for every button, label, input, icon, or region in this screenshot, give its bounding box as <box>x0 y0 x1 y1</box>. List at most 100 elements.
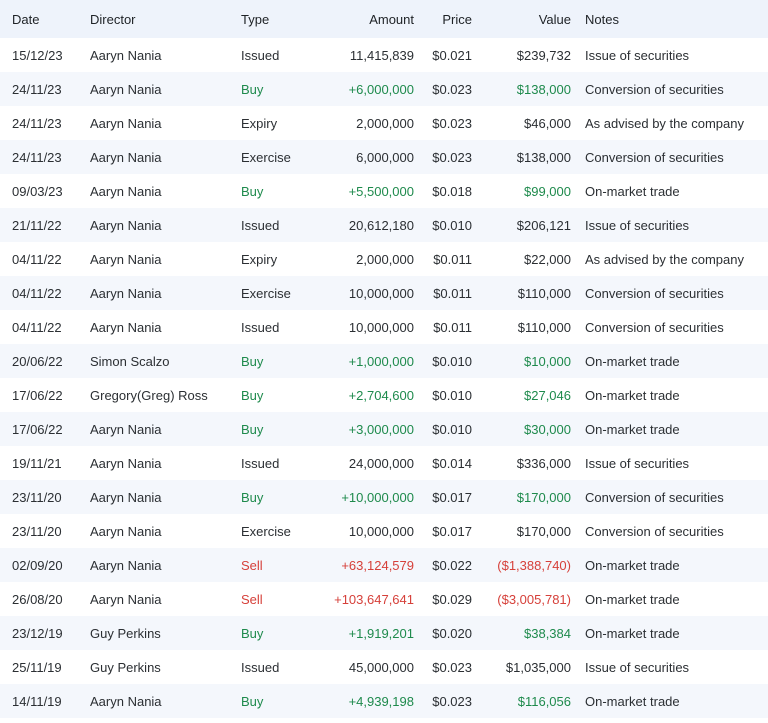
cell-date: 09/03/23 <box>12 183 63 199</box>
cell-value: $22,000 <box>524 251 571 267</box>
cell-director: Aaryn Nania <box>90 285 162 301</box>
cell-amount: +3,000,000 <box>348 421 414 437</box>
cell-notes: As advised by the company <box>585 115 744 131</box>
cell-type: Issued <box>241 455 280 471</box>
cell-type: Issued <box>241 47 280 63</box>
header-date[interactable]: Date <box>12 11 40 27</box>
table-header: Date Director Type Amount Price Value No… <box>0 0 768 38</box>
cell-price: $0.022 <box>432 557 472 573</box>
cell-value: $27,046 <box>524 387 571 403</box>
cell-date: 23/11/20 <box>12 523 62 539</box>
header-director[interactable]: Director <box>90 11 136 27</box>
cell-value: $138,000 <box>516 81 571 97</box>
cell-value: $110,000 <box>517 319 571 335</box>
cell-price: $0.023 <box>432 81 472 97</box>
cell-type: Exercise <box>241 285 291 301</box>
cell-value: $46,000 <box>524 115 571 131</box>
cell-value: $170,000 <box>516 523 571 539</box>
cell-price: $0.011 <box>433 319 472 335</box>
cell-director: Aaryn Nania <box>90 455 162 471</box>
cell-type: Expiry <box>241 115 278 131</box>
cell-notes: Issue of securities <box>585 455 690 471</box>
cell-notes: Conversion of securities <box>585 285 724 301</box>
cell-notes: On-market trade <box>585 353 680 369</box>
cell-notes: Issue of securities <box>585 659 690 675</box>
cell-price: $0.010 <box>432 421 472 437</box>
header-amount[interactable]: Amount <box>369 11 414 27</box>
cell-notes: Conversion of securities <box>585 319 724 335</box>
cell-date: 24/11/23 <box>12 115 62 131</box>
cell-price: $0.011 <box>433 285 472 301</box>
cell-notes: On-market trade <box>585 693 680 709</box>
cell-date: 04/11/22 <box>12 285 62 301</box>
cell-date: 04/11/22 <box>12 319 62 335</box>
cell-type: Buy <box>241 183 264 199</box>
cell-notes: Conversion of securities <box>585 523 724 539</box>
table-row: 20/06/22 Simon Scalzo Buy +1,000,000 $0.010 $… <box>0 344 768 378</box>
cell-price: $0.014 <box>432 455 472 471</box>
cell-director: Simon Scalzo <box>90 353 170 369</box>
cell-price: $0.029 <box>432 591 472 607</box>
cell-type: Buy <box>241 353 264 369</box>
cell-amount: +4,939,198 <box>348 693 414 709</box>
cell-director: Aaryn Nania <box>90 319 162 335</box>
cell-amount: 45,000,000 <box>348 659 414 675</box>
cell-value: $138,000 <box>516 149 571 165</box>
cell-date: 17/06/22 <box>12 387 63 403</box>
table-row: 24/11/23 Aaryn Nania Exercise 6,000,000 $0.0… <box>0 140 768 174</box>
cell-value: $239,732 <box>516 47 571 63</box>
cell-director: Aaryn Nania <box>90 81 162 97</box>
header-value[interactable]: Value <box>538 11 571 27</box>
cell-value: $206,121 <box>516 217 571 233</box>
cell-price: $0.010 <box>432 387 472 403</box>
cell-value: $99,000 <box>524 183 571 199</box>
cell-amount: 6,000,000 <box>356 149 414 165</box>
cell-notes: On-market trade <box>585 387 680 403</box>
cell-amount: 11,415,839 <box>349 47 414 63</box>
header-price[interactable]: Price <box>442 11 472 27</box>
cell-price: $0.021 <box>432 47 472 63</box>
cell-value: $336,000 <box>516 455 571 471</box>
cell-director: Guy Perkins <box>90 625 161 641</box>
table-row: 25/11/19 Guy Perkins Issued 45,000,000 $0.02… <box>0 650 768 684</box>
cell-notes: Conversion of securities <box>585 489 724 505</box>
table-row: 04/11/22 Aaryn Nania Issued 10,000,000 $0.01… <box>0 310 768 344</box>
cell-type: Issued <box>241 217 280 233</box>
cell-amount: +10,000,000 <box>341 489 414 505</box>
cell-date: 17/06/22 <box>12 421 63 437</box>
header-notes[interactable]: Notes <box>585 11 619 27</box>
cell-notes: On-market trade <box>585 421 680 437</box>
cell-notes: Issue of securities <box>585 47 690 63</box>
cell-price: $0.020 <box>432 625 472 641</box>
cell-amount: 10,000,000 <box>348 523 414 539</box>
cell-type: Buy <box>241 81 264 97</box>
table-row: 23/11/20 Aaryn Nania Exercise 10,000,000 $0.… <box>0 514 768 548</box>
cell-value: $10,000 <box>524 353 571 369</box>
cell-notes: Conversion of securities <box>585 81 724 97</box>
cell-notes: Issue of securities <box>585 217 690 233</box>
cell-date: 15/12/23 <box>12 47 63 63</box>
header-type[interactable]: Type <box>241 11 270 27</box>
cell-price: $0.023 <box>432 693 472 709</box>
cell-director: Aaryn Nania <box>90 183 162 199</box>
table-row: 04/11/22 Aaryn Nania Expiry 2,000,000 $0.011… <box>0 242 768 276</box>
cell-price: $0.010 <box>432 353 472 369</box>
cell-type: Buy <box>241 421 264 437</box>
table-row: 21/11/22 Aaryn Nania Issued 20,612,180 $0.01… <box>0 208 768 242</box>
cell-date: 02/09/20 <box>12 557 63 573</box>
table-row: 14/11/19 Aaryn Nania Buy +4,939,198 $0.023 $1… <box>0 684 768 718</box>
cell-value: $1,035,000 <box>505 659 571 675</box>
cell-date: 23/11/20 <box>12 489 62 505</box>
cell-price: $0.017 <box>432 489 472 505</box>
cell-type: Exercise <box>241 149 291 165</box>
cell-director: Aaryn Nania <box>90 149 162 165</box>
cell-type: Buy <box>241 387 264 403</box>
cell-value: ($1,388,740) <box>497 557 571 573</box>
cell-price: $0.018 <box>432 183 472 199</box>
cell-price: $0.023 <box>432 115 472 131</box>
cell-director: Aaryn Nania <box>90 557 162 573</box>
cell-type: Buy <box>241 489 264 505</box>
cell-date: 26/08/20 <box>12 591 63 607</box>
cell-type: Sell <box>241 591 263 607</box>
